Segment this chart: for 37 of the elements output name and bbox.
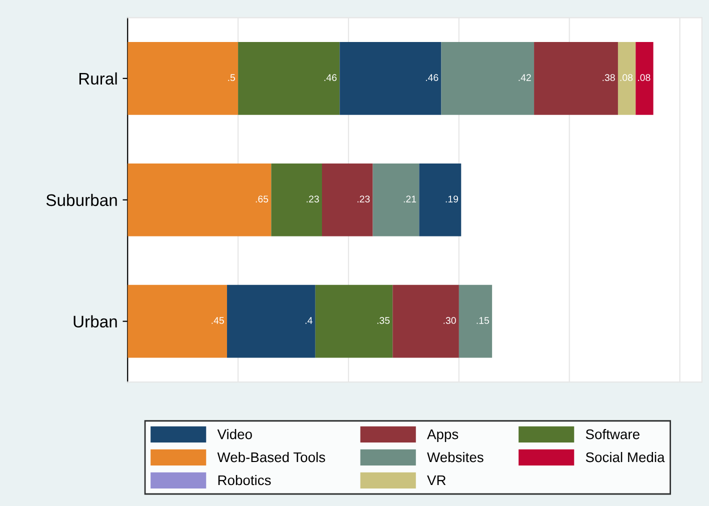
data-label: .15 — [476, 317, 490, 324]
data-label: .08 — [620, 74, 633, 82]
legend-label: Video — [217, 429, 252, 440]
bar — [128, 42, 238, 115]
legend-label: Web-Based Tools — [217, 452, 326, 462]
data-label: .35 — [377, 317, 390, 324]
data-label: .38 — [602, 74, 615, 82]
y-tick-label: Urban — [74, 315, 117, 328]
bar — [372, 163, 420, 236]
bar — [128, 284, 228, 358]
legend-label: Websites — [427, 452, 484, 462]
legend-label: Software — [586, 429, 640, 440]
data-label: .30 — [444, 317, 456, 324]
data-label: .46 — [324, 74, 337, 82]
y-tick-label: Rural — [79, 72, 117, 85]
data-label: .23 — [306, 196, 319, 202]
data-label: .5 — [228, 74, 236, 82]
bar — [636, 42, 654, 115]
data-label: .46 — [426, 74, 438, 82]
data-label: .65 — [256, 196, 268, 202]
bar — [238, 42, 340, 115]
data-label: .23 — [358, 196, 370, 202]
legend-label: VR — [427, 475, 446, 486]
data-label: .45 — [212, 317, 224, 324]
data-label: .21 — [404, 196, 416, 202]
bar — [128, 163, 272, 236]
data-label: .08 — [638, 74, 650, 82]
bar — [441, 42, 534, 115]
legend-label: Apps — [427, 430, 458, 442]
y-tick-label: Suburban — [46, 194, 117, 206]
bar — [618, 42, 636, 115]
bar — [271, 163, 322, 236]
data-label: .4 — [306, 317, 312, 324]
data-label: .42 — [518, 74, 531, 81]
legend-label: Social Media — [586, 452, 665, 462]
data-label: .19 — [446, 196, 458, 202]
legend-label: Robotics — [218, 474, 271, 486]
